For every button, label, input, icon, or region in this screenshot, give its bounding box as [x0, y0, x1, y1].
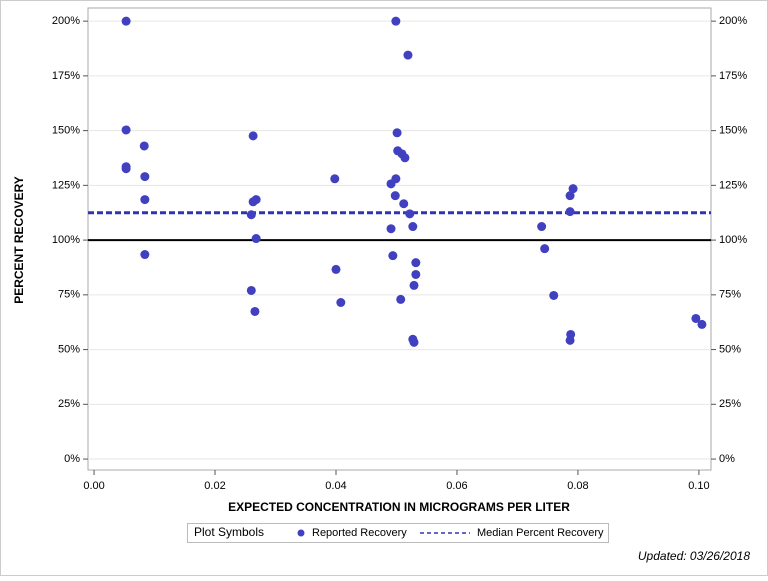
y2-tick-label: 50%	[719, 343, 741, 355]
y-tick-label: 50%	[58, 343, 80, 355]
data-point	[251, 234, 261, 244]
data-point	[140, 250, 150, 260]
x-axis-title: EXPECTED CONCENTRATION IN MICROGRAMS PER…	[228, 500, 570, 514]
data-point	[388, 251, 398, 261]
data-point	[565, 207, 575, 217]
x-tick-label: 0.04	[325, 480, 346, 492]
y-tick-label: 25%	[58, 398, 80, 410]
y-tick-label: 125%	[52, 179, 80, 191]
y2-tick-label: 75%	[719, 289, 741, 301]
x-tick-label: 0.10	[688, 480, 709, 492]
data-point	[140, 172, 150, 182]
data-point	[411, 258, 421, 268]
data-point	[121, 164, 131, 174]
data-point	[697, 319, 707, 329]
data-point	[390, 191, 400, 201]
y-tick-label: 175%	[52, 70, 80, 82]
data-point	[336, 297, 346, 307]
data-point	[565, 191, 575, 201]
data-point	[391, 16, 401, 26]
data-point	[540, 244, 550, 254]
data-point	[248, 197, 258, 207]
data-point	[331, 264, 341, 274]
data-point	[405, 209, 415, 219]
legend-title: Plot Symbols	[194, 525, 264, 539]
y-tick-label: 0%	[64, 453, 80, 465]
data-point	[121, 125, 131, 135]
x-tick-label: 0.06	[446, 480, 467, 492]
y2-tick-label: 100%	[719, 234, 747, 246]
data-point	[565, 335, 575, 345]
data-point	[139, 141, 149, 151]
y2-tick-label: 125%	[719, 179, 747, 191]
legend-marker	[297, 529, 305, 537]
y2-tick-label: 0%	[719, 453, 735, 465]
data-point	[409, 280, 419, 290]
data-point	[400, 153, 410, 163]
data-point	[250, 306, 260, 316]
data-point	[399, 199, 409, 209]
data-point	[396, 294, 406, 304]
y2-tick-label: 25%	[719, 398, 741, 410]
data-point	[568, 184, 578, 194]
data-point	[386, 179, 396, 189]
legend-label: Reported Recovery	[312, 527, 407, 539]
data-point	[330, 174, 340, 184]
y-tick-label: 200%	[52, 15, 80, 27]
data-point	[403, 50, 413, 60]
y-tick-label: 150%	[52, 125, 80, 137]
data-point	[386, 224, 396, 234]
y2-tick-label: 200%	[719, 15, 747, 27]
data-point	[411, 269, 421, 279]
x-tick-label: 0.00	[83, 480, 104, 492]
data-point	[392, 128, 402, 138]
data-point	[121, 16, 131, 26]
y2-tick-label: 175%	[719, 70, 747, 82]
data-point	[549, 290, 559, 300]
y-tick-label: 100%	[52, 234, 80, 246]
x-tick-label: 0.02	[204, 480, 225, 492]
data-point	[691, 313, 701, 323]
y2-tick-label: 150%	[719, 125, 747, 137]
y-tick-label: 75%	[58, 289, 80, 301]
data-point	[408, 222, 418, 232]
data-point	[140, 195, 150, 205]
legend-box	[187, 523, 609, 543]
y-axis-title: PERCENT RECOVERY	[12, 176, 26, 304]
data-point	[537, 222, 547, 232]
data-point	[246, 210, 256, 220]
x-tick-label: 0.08	[567, 480, 588, 492]
data-point	[246, 285, 256, 295]
update-note: Updated: 03/26/2018	[638, 549, 750, 563]
data-point	[248, 131, 258, 141]
legend-label: Median Percent Recovery	[477, 527, 604, 539]
plot-area	[87, 7, 712, 471]
data-point	[409, 337, 419, 347]
